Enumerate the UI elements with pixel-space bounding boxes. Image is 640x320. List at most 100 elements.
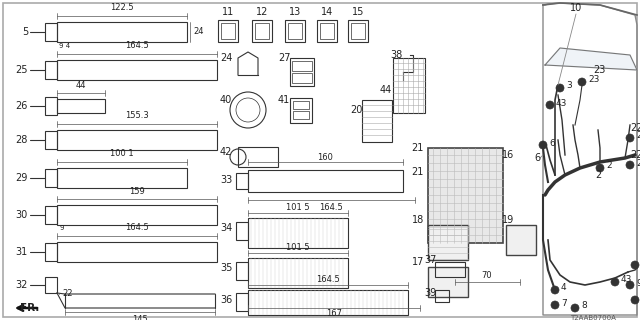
Text: 164.5: 164.5 <box>316 275 340 284</box>
Bar <box>293 101 309 109</box>
Text: 100 1: 100 1 <box>110 149 134 158</box>
Text: 5: 5 <box>22 27 28 37</box>
Text: 8: 8 <box>581 301 587 310</box>
Text: 145: 145 <box>132 316 148 320</box>
Bar <box>248 290 408 315</box>
Bar <box>288 23 302 39</box>
Circle shape <box>551 286 559 294</box>
Text: 164.5: 164.5 <box>125 223 149 233</box>
Text: 6: 6 <box>549 139 555 148</box>
Text: 22: 22 <box>630 123 640 133</box>
Text: 24: 24 <box>193 28 204 36</box>
Bar <box>45 277 57 293</box>
Text: 164.5: 164.5 <box>125 42 149 51</box>
Text: 18: 18 <box>412 215 424 225</box>
Circle shape <box>631 261 639 269</box>
Bar <box>428 267 468 297</box>
Text: 15: 15 <box>352 7 364 17</box>
Bar <box>218 20 238 42</box>
Text: 4: 4 <box>561 284 566 292</box>
Bar <box>57 168 187 188</box>
Text: 29: 29 <box>15 173 28 183</box>
Text: 22: 22 <box>636 132 640 140</box>
Text: 22: 22 <box>636 158 640 167</box>
Circle shape <box>571 304 579 312</box>
Polygon shape <box>543 3 637 315</box>
Bar <box>57 60 217 80</box>
Bar <box>351 23 365 39</box>
Bar <box>248 170 403 192</box>
Circle shape <box>546 101 554 109</box>
Bar <box>290 58 314 86</box>
Text: 9 4: 9 4 <box>59 43 70 49</box>
Bar <box>221 23 235 39</box>
Bar <box>255 23 269 39</box>
Text: 44: 44 <box>76 81 86 90</box>
Text: 101 5: 101 5 <box>286 203 310 212</box>
Text: 159: 159 <box>129 187 145 196</box>
Text: 2: 2 <box>606 162 612 171</box>
Text: 35: 35 <box>220 263 232 273</box>
Circle shape <box>631 296 639 304</box>
Bar <box>45 61 57 79</box>
Bar <box>428 225 468 260</box>
Text: 3: 3 <box>566 82 572 91</box>
Bar <box>293 111 309 119</box>
Bar <box>317 20 337 42</box>
Text: 36: 36 <box>220 295 232 305</box>
Bar <box>45 23 57 41</box>
Text: 17: 17 <box>412 257 424 267</box>
Text: 44: 44 <box>380 85 392 95</box>
Text: 37: 37 <box>424 255 436 265</box>
Text: 43: 43 <box>621 276 632 284</box>
Text: 167: 167 <box>326 309 342 318</box>
Text: 6: 6 <box>534 153 540 163</box>
Circle shape <box>551 301 559 309</box>
Text: 41: 41 <box>278 95 291 105</box>
Text: 43: 43 <box>556 99 568 108</box>
Bar <box>292 61 312 71</box>
Bar <box>236 222 248 240</box>
Text: 13: 13 <box>289 7 301 17</box>
Bar <box>45 243 57 261</box>
Text: 155.3: 155.3 <box>125 111 149 121</box>
Text: 21: 21 <box>412 143 424 153</box>
Circle shape <box>556 84 564 92</box>
Text: 24: 24 <box>220 53 232 63</box>
Text: 21: 21 <box>412 167 424 177</box>
Text: 22: 22 <box>630 150 640 160</box>
Bar <box>292 73 312 83</box>
Text: 16: 16 <box>502 150 515 160</box>
Bar <box>57 205 217 225</box>
Circle shape <box>626 161 634 169</box>
Text: 34: 34 <box>220 223 232 233</box>
Bar <box>362 100 392 142</box>
Text: 10: 10 <box>570 3 582 13</box>
Bar <box>236 262 248 280</box>
Bar <box>428 148 503 243</box>
Text: 11: 11 <box>222 7 234 17</box>
Bar <box>45 206 57 224</box>
Bar <box>57 242 217 262</box>
Bar <box>348 20 368 42</box>
Bar <box>45 169 57 187</box>
Circle shape <box>596 164 604 172</box>
Text: 19: 19 <box>502 215 515 225</box>
Circle shape <box>626 281 634 289</box>
Circle shape <box>539 141 547 149</box>
Text: 26: 26 <box>15 101 28 111</box>
Bar <box>248 258 348 288</box>
Bar <box>45 131 57 149</box>
Text: 38: 38 <box>390 50 403 60</box>
Text: 39: 39 <box>424 288 436 298</box>
Text: 30: 30 <box>16 210 28 220</box>
Text: 7: 7 <box>561 299 567 308</box>
Text: 23: 23 <box>593 65 605 75</box>
Text: 14: 14 <box>321 7 333 17</box>
Text: 20: 20 <box>350 105 362 115</box>
Text: 28: 28 <box>15 135 28 145</box>
Text: 122.5: 122.5 <box>110 4 134 12</box>
Bar <box>238 147 278 167</box>
Bar <box>45 97 57 115</box>
Bar <box>393 58 425 113</box>
